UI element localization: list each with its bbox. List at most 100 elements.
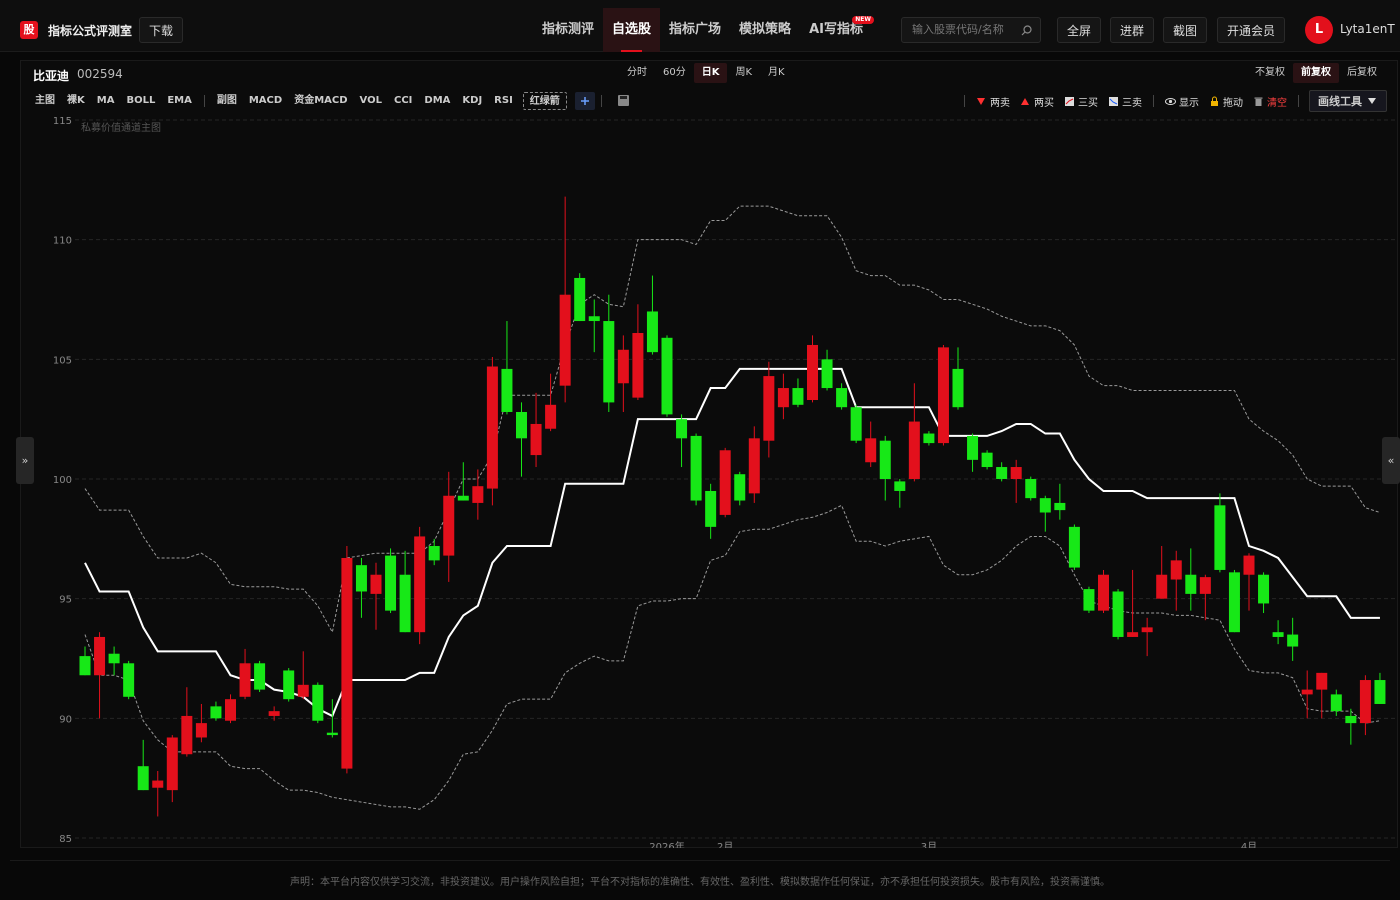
sub-label: 副图 bbox=[216, 95, 237, 106]
nav-item[interactable]: 自选股 bbox=[603, 8, 661, 52]
header-button[interactable]: 进群 bbox=[1110, 17, 1154, 43]
main-indicator[interactable]: EMA bbox=[167, 95, 192, 106]
search-icon bbox=[1021, 25, 1032, 36]
candle-body bbox=[1287, 634, 1299, 647]
signal-toggle[interactable]: 两卖 bbox=[971, 94, 1015, 109]
candle-body bbox=[239, 663, 251, 697]
candle-body bbox=[457, 495, 469, 501]
control-toggle[interactable]: 显示 bbox=[1160, 94, 1204, 109]
adjust: 不复权 前复权 后复权 bbox=[1247, 63, 1385, 83]
candle-body bbox=[690, 435, 702, 501]
candle-body bbox=[1127, 632, 1139, 637]
nav: 指标测评 自选股 指标广场 模拟策略 AI写指标 NEW bbox=[533, 8, 874, 52]
candle-body bbox=[1141, 627, 1153, 633]
signal-toggle[interactable]: 三卖 bbox=[1103, 94, 1147, 109]
signals: 两卖 两买 三买 三卖 bbox=[971, 94, 1147, 109]
candle-body bbox=[1112, 591, 1124, 637]
sub-indicators: MACD 资金MACD VOL CCI DMA KDJ RSI 红绿箭 bbox=[243, 92, 567, 110]
candle-body bbox=[646, 311, 658, 353]
nav-item[interactable]: 模拟策略 bbox=[739, 22, 792, 37]
period-tab[interactable]: 周K bbox=[735, 67, 753, 78]
candle-body bbox=[486, 366, 498, 489]
candle-body bbox=[530, 423, 542, 456]
save-icon[interactable] bbox=[608, 94, 638, 108]
header-button[interactable]: 全屏 bbox=[1057, 17, 1101, 43]
main-indicator[interactable]: MA bbox=[96, 95, 115, 106]
y-tick-label: 95 bbox=[59, 595, 72, 606]
signal-toggle-label: 两卖 bbox=[990, 97, 1010, 109]
adjust-tab[interactable]: 后复权 bbox=[1347, 67, 1377, 78]
candle-body bbox=[1228, 572, 1240, 633]
candle-body bbox=[94, 636, 106, 676]
candle-body bbox=[1258, 574, 1270, 604]
candle-body bbox=[414, 536, 426, 633]
nav-item[interactable]: 指标广场 bbox=[669, 22, 722, 37]
candle-body bbox=[821, 359, 833, 389]
signal-toggle-label: 三买 bbox=[1078, 97, 1098, 109]
candle-body bbox=[385, 555, 397, 611]
main-indicator[interactable]: 裸K bbox=[67, 95, 85, 106]
candle-body bbox=[588, 316, 600, 322]
adjust-tab[interactable]: 前复权 bbox=[1293, 63, 1339, 83]
add-button[interactable] bbox=[574, 92, 595, 110]
sub-indicator[interactable]: CCI bbox=[393, 95, 413, 106]
candle-body bbox=[676, 419, 688, 439]
left-toggle[interactable]: » bbox=[16, 437, 34, 484]
draw-tool-label: 画线工具 bbox=[1318, 95, 1362, 108]
chart: 85 90 95 100 105 110 115 私募价值通道主图 2026年 2月 3月 4月 bbox=[53, 116, 1398, 848]
search-box[interactable]: 输入股票代码/名称 bbox=[901, 17, 1041, 43]
control-toggle[interactable]: 清空 bbox=[1248, 94, 1292, 109]
right-toggle[interactable]: « bbox=[1382, 437, 1400, 484]
sub-indicator[interactable]: DMA bbox=[424, 95, 451, 106]
download-button[interactable]: 下载 bbox=[139, 17, 183, 43]
sub-indicator[interactable]: 红绿箭 bbox=[522, 92, 567, 110]
adjust-tab[interactable]: 不复权 bbox=[1255, 67, 1285, 78]
candle-body bbox=[326, 732, 338, 736]
main-label: 主图 bbox=[35, 95, 55, 106]
chart-title: 私募价值通道主图 bbox=[81, 121, 161, 134]
candle-body bbox=[1214, 505, 1226, 570]
period-tab[interactable]: 月K bbox=[768, 67, 785, 78]
period-tab[interactable]: 60分 bbox=[663, 67, 686, 78]
draw-tool-button[interactable]: 画线工具 bbox=[1309, 90, 1387, 112]
y-tick-label: 100 bbox=[53, 475, 72, 486]
candle-body bbox=[254, 663, 266, 690]
header-button[interactable]: 开通会员 bbox=[1217, 17, 1285, 43]
logo: 股 bbox=[20, 21, 38, 39]
signal-toggle[interactable]: 两买 bbox=[1015, 94, 1059, 109]
candle-body bbox=[879, 440, 891, 479]
stock-code: 002594 bbox=[77, 67, 123, 81]
x-tick-label: 3月 bbox=[921, 841, 937, 848]
candle-body bbox=[545, 404, 557, 429]
candle-body bbox=[967, 435, 979, 460]
separator bbox=[203, 95, 205, 107]
sub-indicator[interactable]: VOL bbox=[359, 95, 382, 106]
main-indicator[interactable]: BOLL bbox=[126, 95, 156, 106]
sub-indicator[interactable]: KDJ bbox=[462, 95, 483, 106]
period-tab[interactable]: 分时 bbox=[627, 67, 647, 78]
sub-indicator[interactable]: RSI bbox=[494, 95, 513, 106]
candle-body bbox=[661, 337, 673, 415]
y-tick-label: 85 bbox=[59, 834, 72, 845]
period-tab[interactable]: 日K bbox=[693, 63, 728, 83]
candle-body bbox=[312, 684, 324, 721]
signal-toggle[interactable]: 三买 bbox=[1059, 94, 1103, 109]
toolbar: 主图 裸K MA BOLL EMA 副图 MACD 资金MACD VOL CCI DMA KDJ… bbox=[21, 89, 1397, 113]
avatar[interactable]: L bbox=[1305, 16, 1333, 44]
x-tick-label: 4月 bbox=[1241, 841, 1257, 848]
control-toggle[interactable]: 拖动 bbox=[1204, 94, 1248, 109]
username[interactable]: Lyta1enT bbox=[1340, 22, 1395, 36]
y-tick-label: 90 bbox=[59, 714, 72, 725]
nav-item[interactable]: 指标测评 bbox=[542, 22, 595, 37]
candle-body bbox=[719, 450, 731, 515]
nav-item[interactable]: AI写指标 NEW bbox=[800, 8, 874, 52]
sub-indicator[interactable]: MACD bbox=[248, 95, 283, 106]
header-button[interactable]: 截图 bbox=[1163, 17, 1207, 43]
y-tick-label: 115 bbox=[53, 116, 72, 127]
candle-body bbox=[399, 574, 411, 633]
sub-indicator[interactable]: 资金MACD bbox=[294, 95, 348, 106]
candle-body bbox=[1272, 632, 1284, 637]
candle-body bbox=[152, 780, 164, 788]
controls: 显示 拖动 清空 bbox=[1160, 94, 1292, 109]
